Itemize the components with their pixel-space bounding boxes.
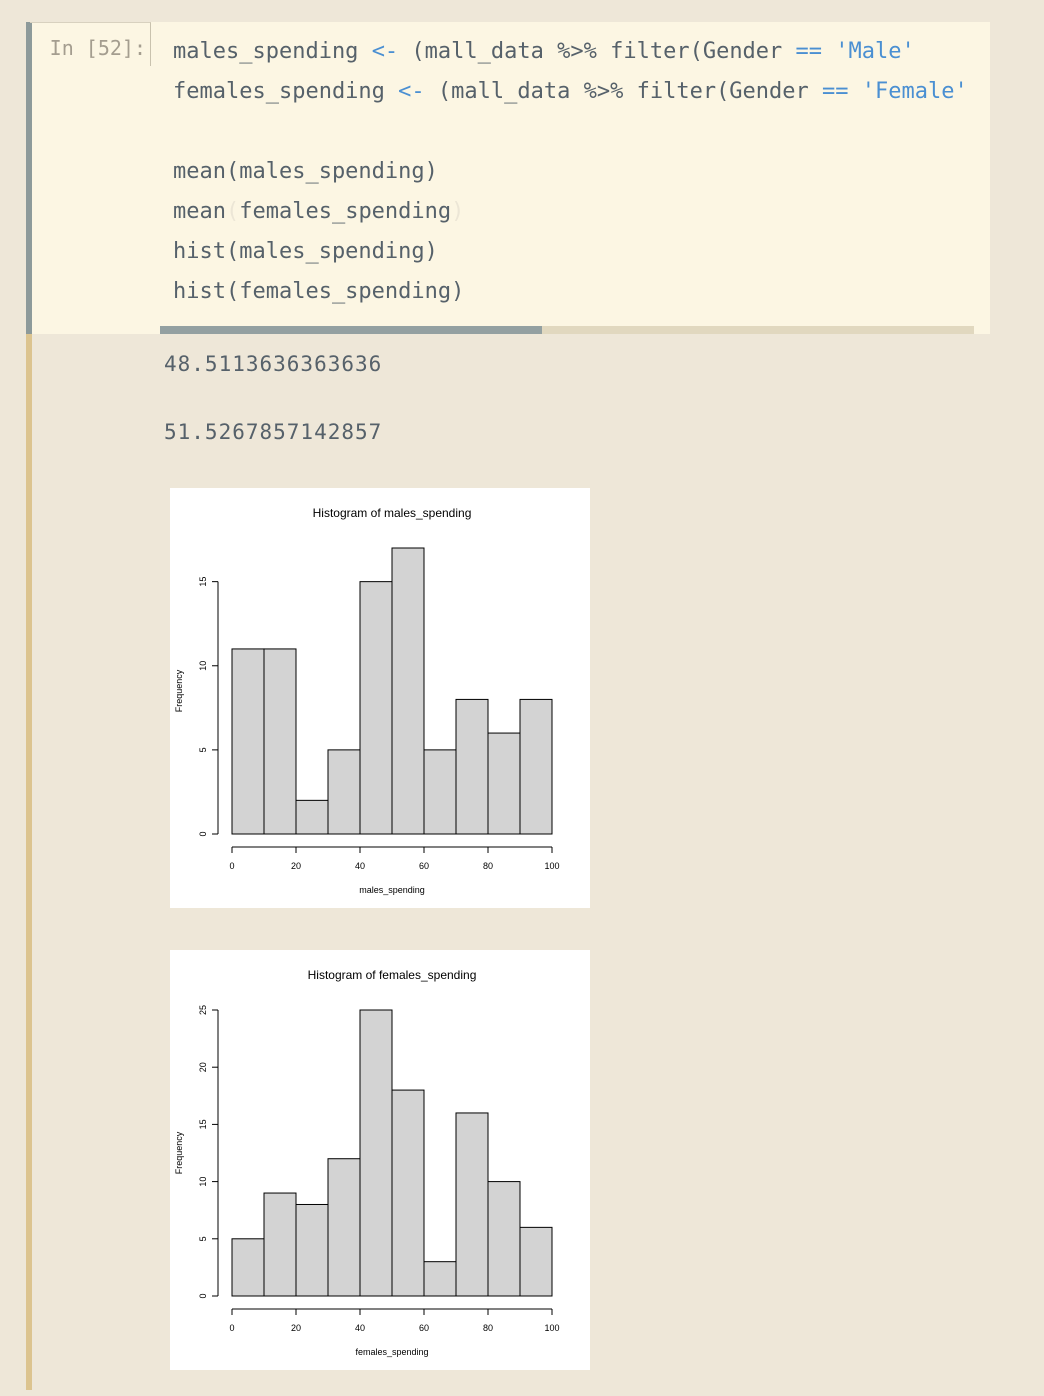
scrollbar-thumb[interactable] (160, 326, 542, 334)
histogram-bar (391, 547, 425, 835)
code-input-area[interactable]: males_spending <- (mall_data %>% filter(… (32, 22, 990, 334)
code-line: mean(males_spending) (173, 152, 973, 192)
y-tick-label: 5 (198, 747, 208, 752)
histogram-bar (455, 698, 489, 835)
y-tick-label: 20 (198, 1062, 208, 1072)
x-axis-label: males_spending (359, 885, 425, 895)
histogram-females: Histogram of females_spending 0 20 40 60 80 10… (170, 950, 590, 1370)
code-token: females_spending (173, 79, 399, 104)
y-axis-label: Frequency (174, 1131, 184, 1174)
histogram-bar (519, 698, 553, 835)
code-token: hist(females_spending) (173, 279, 465, 304)
output-mean-males: 48.5113636363636 (164, 352, 383, 376)
code-editor[interactable]: males_spending <- (mall_data %>% filter(… (173, 32, 973, 322)
histogram-bar (231, 648, 265, 835)
y-tick-label: 0 (198, 831, 208, 836)
y-axis-label: Frequency (174, 669, 184, 712)
code-token: mean(males_spending) (173, 159, 438, 184)
y-tick-label: 10 (198, 661, 208, 671)
histogram-bar (359, 1009, 393, 1297)
histogram-bar (455, 1112, 489, 1297)
y-tick-label: 10 (198, 1177, 208, 1187)
histogram-bar (327, 749, 361, 835)
cell-input-bar (26, 22, 32, 334)
histogram-bar (359, 581, 393, 835)
code-token: ( (225, 199, 240, 224)
horizontal-scrollbar[interactable] (160, 326, 974, 334)
code-line: males_spending <- (mall_data %>% filter(… (173, 32, 973, 72)
chart-title: Histogram of males_spending (313, 506, 472, 520)
y-tick-label: 0 (198, 1293, 208, 1298)
code-line: females_spending <- (mall_data %>% filte… (173, 72, 973, 112)
code-token (822, 39, 835, 64)
histogram-bar (423, 749, 457, 835)
histogram-bar (231, 1238, 265, 1297)
histogram-bar (263, 648, 297, 835)
code-line (173, 112, 973, 152)
histogram-bar (391, 1089, 425, 1297)
code-token: 'Female' (861, 79, 968, 104)
histogram-bar (263, 1192, 297, 1297)
cell-output-bar[interactable] (26, 334, 32, 1390)
output-mean-females: 51.5267857142857 (164, 420, 383, 444)
x-tick-label: 60 (419, 1323, 429, 1333)
y-tick-label: 25 (198, 1005, 208, 1015)
code-token: == (795, 39, 823, 64)
code-line: hist(males_spending) (173, 232, 973, 272)
code-token (849, 79, 862, 104)
x-tick-label: 0 (229, 1323, 234, 1333)
code-token: 'Male' (835, 39, 915, 64)
code-line: hist(females_spending) (173, 272, 973, 312)
code-token: hist(males_spending) (173, 239, 438, 264)
histogram-bar (423, 1261, 457, 1297)
x-tick-label: 40 (355, 1323, 365, 1333)
y-tick-label: 15 (198, 577, 208, 587)
y-tick-label: 5 (198, 1236, 208, 1241)
x-tick-label: 100 (544, 861, 559, 871)
y-tick-label: 15 (198, 1119, 208, 1129)
code-token: mean (173, 199, 226, 224)
histogram-bar (487, 732, 521, 835)
code-token: <- (371, 39, 399, 64)
x-tick-label: 40 (355, 861, 365, 871)
histogram-bar (487, 1181, 521, 1297)
code-token: (mall_data %>% filter(Gender (398, 39, 796, 64)
x-tick-label: 20 (291, 1323, 301, 1333)
x-tick-label: 100 (544, 1323, 559, 1333)
histogram-bar (519, 1226, 553, 1297)
code-token: males_spending (173, 39, 372, 64)
cell-prompt: In [52]: (30, 22, 151, 66)
code-token: females_spending (239, 199, 452, 224)
chart-title: Histogram of females_spending (308, 968, 477, 982)
x-tick-label: 20 (291, 861, 301, 871)
code-token: == (822, 79, 849, 104)
histogram-bar (295, 799, 329, 835)
histogram-females-svg: Histogram of females_spending 0 20 40 60 80 10… (174, 968, 560, 1357)
histogram-bar (295, 1203, 329, 1297)
notebook-cell[interactable]: males_spending <- (mall_data %>% filter(… (26, 22, 990, 1390)
x-tick-label: 80 (483, 861, 493, 871)
histogram-males: Histogram of males_spending 0 20 40 60 80 100 m… (170, 488, 590, 908)
code-token: <- (398, 79, 425, 104)
histogram-bar (327, 1158, 361, 1297)
x-axis-label: females_spending (355, 1347, 428, 1357)
x-tick-label: 60 (419, 861, 429, 871)
code-line: mean(females_spending) (173, 192, 973, 232)
code-token: (mall_data %>% filter(Gender (424, 79, 823, 104)
code-token: ) (451, 199, 465, 224)
x-tick-label: 0 (229, 861, 234, 871)
x-tick-label: 80 (483, 1323, 493, 1333)
